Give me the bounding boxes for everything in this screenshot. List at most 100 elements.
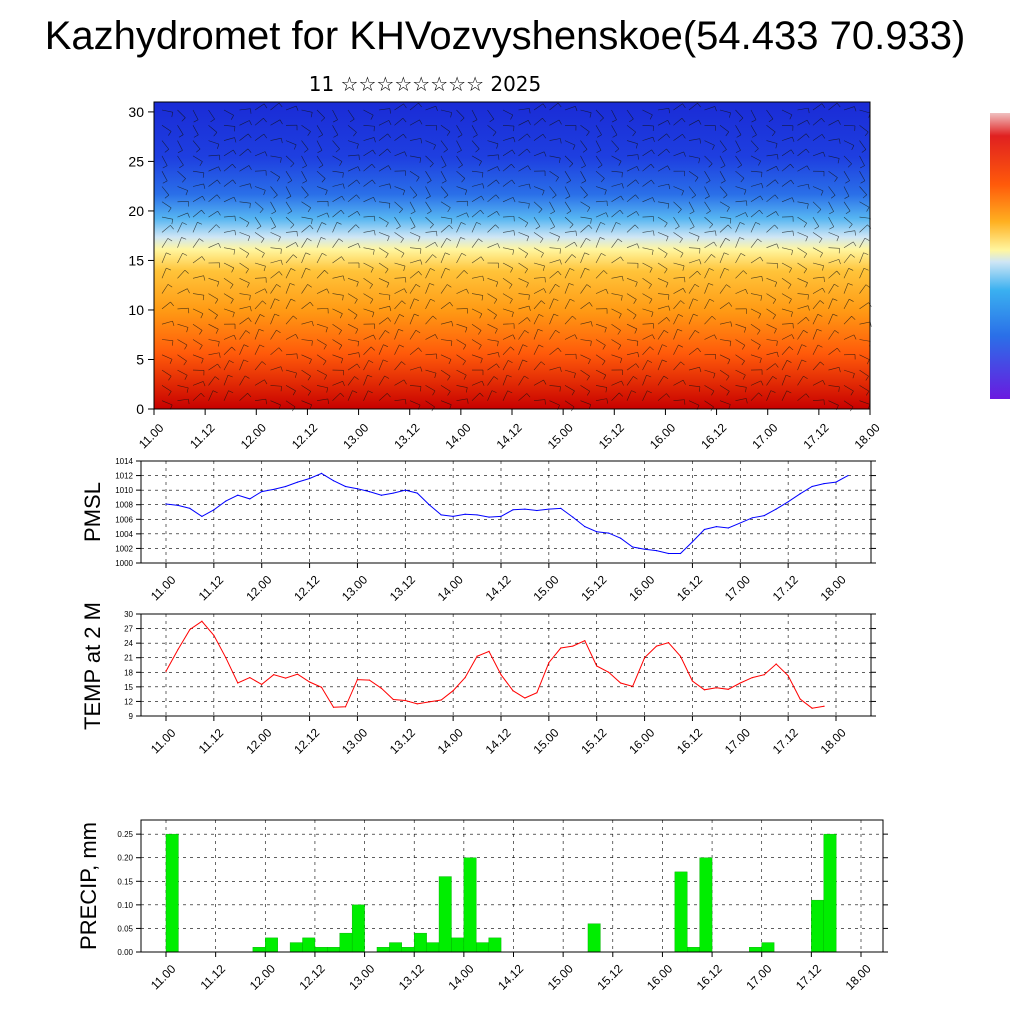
wind-barb <box>549 216 555 227</box>
wind-barb-flag <box>680 252 684 258</box>
wind-barb <box>192 109 199 120</box>
wind-barb <box>208 224 217 233</box>
cross-xtick-label: 11.12 <box>187 421 218 452</box>
wind-barb <box>487 243 498 248</box>
wind-barb <box>673 262 685 267</box>
wind-barb <box>301 186 309 196</box>
wind-barb-flag <box>429 163 434 168</box>
wind-barb-flag <box>258 328 264 332</box>
wind-barb-flag <box>635 194 639 199</box>
wind-barb <box>533 117 543 126</box>
wind-barb-flag <box>327 398 329 404</box>
wind-barb <box>378 359 384 371</box>
wind-barb <box>595 354 606 362</box>
wind-barb-flag <box>246 222 250 228</box>
wind-barb-flag <box>713 241 717 247</box>
wind-barb-flag <box>489 118 494 123</box>
wind-barb-flag <box>463 270 468 275</box>
wind-barb-flag <box>740 178 745 183</box>
wind-barb-flag <box>373 249 375 255</box>
wind-barb-flag <box>693 298 698 301</box>
wind-barb-flag <box>292 254 298 259</box>
temp-point <box>548 661 550 664</box>
wind-barb-flag <box>829 226 834 230</box>
wind-barb <box>239 330 247 340</box>
wind-barb <box>595 155 603 166</box>
wind-barb-flag <box>774 224 779 229</box>
wind-barb <box>859 385 870 392</box>
wind-barb <box>177 354 187 362</box>
wind-barb <box>533 399 545 401</box>
wind-barb-flag <box>590 321 593 327</box>
wind-barb <box>580 140 588 150</box>
wind-barb-flag <box>245 330 251 334</box>
wind-barb-flag <box>805 317 810 322</box>
wind-barb <box>828 232 839 237</box>
wind-barb-flag <box>528 294 530 300</box>
pmsl-xtick-label: 16.00 <box>626 572 657 603</box>
wind-barb-flag <box>179 164 184 169</box>
wind-barb-flag <box>817 314 823 317</box>
wind-barb-flag <box>542 190 545 196</box>
wind-barb-flag <box>801 359 807 363</box>
wind-barb-flag <box>493 299 498 304</box>
wind-barb-flag <box>280 248 282 254</box>
wind-barb-flag <box>248 165 252 170</box>
wind-barb <box>378 278 390 284</box>
pmsl-frame <box>140 460 872 564</box>
wind-barb-flag <box>668 184 671 190</box>
wind-barb <box>192 392 202 401</box>
wind-barb-flag <box>555 177 559 182</box>
wind-barb <box>533 277 545 279</box>
pmsl-point <box>775 508 777 510</box>
wind-barb <box>843 155 852 165</box>
wind-barb-flag <box>326 212 330 218</box>
wind-barb-flag <box>744 189 747 195</box>
wind-barb-flag <box>559 366 562 372</box>
wind-barb-flag <box>586 131 590 137</box>
wind-barb-flag <box>742 345 746 350</box>
wind-barb <box>316 369 327 376</box>
wind-barb-flag <box>217 363 221 369</box>
wind-barb-flag <box>367 374 373 378</box>
cross-xtick-label: 15.12 <box>596 420 627 451</box>
cross-ytick-label: 0 <box>136 401 144 417</box>
wind-barb-flag <box>372 149 376 155</box>
wind-barb-flag <box>358 352 361 358</box>
wind-barb <box>564 106 576 111</box>
wind-barb <box>285 105 297 111</box>
wind-barb <box>843 171 850 181</box>
wind-barb-flag <box>574 334 578 340</box>
wind-barb <box>564 385 575 392</box>
wind-barb <box>208 323 219 330</box>
wind-barb-flag <box>708 283 714 286</box>
temp-point <box>608 671 610 673</box>
wind-barb-flag <box>585 237 591 242</box>
wind-barb <box>223 109 234 116</box>
wind-barb <box>239 278 250 284</box>
wind-barb <box>440 302 450 310</box>
precip-xtick-label: 16.12 <box>694 961 725 992</box>
wind-barb-flag <box>711 254 716 258</box>
wind-barb-flag <box>293 315 298 320</box>
wind-barb-flag <box>446 284 452 288</box>
pmsl-xtick-label: 15.00 <box>530 572 561 603</box>
wind-barb <box>611 256 621 264</box>
wind-barb-flag <box>445 252 450 255</box>
wind-barb <box>208 194 218 203</box>
wind-barb <box>239 375 246 386</box>
wind-barb <box>502 137 514 141</box>
wind-barb <box>611 183 623 187</box>
wind-barb <box>394 361 402 371</box>
wind-barb <box>828 270 837 279</box>
wind-barb-flag <box>528 305 531 311</box>
wind-barb <box>642 179 652 187</box>
wind-barb <box>456 385 468 388</box>
wind-barb <box>332 170 344 173</box>
precip-bar <box>699 857 713 953</box>
wind-barb-flag <box>482 275 485 281</box>
wind-barb <box>363 196 374 203</box>
wind-barb <box>409 232 421 238</box>
pmsl-point <box>320 472 323 474</box>
wind-barb <box>378 183 390 187</box>
